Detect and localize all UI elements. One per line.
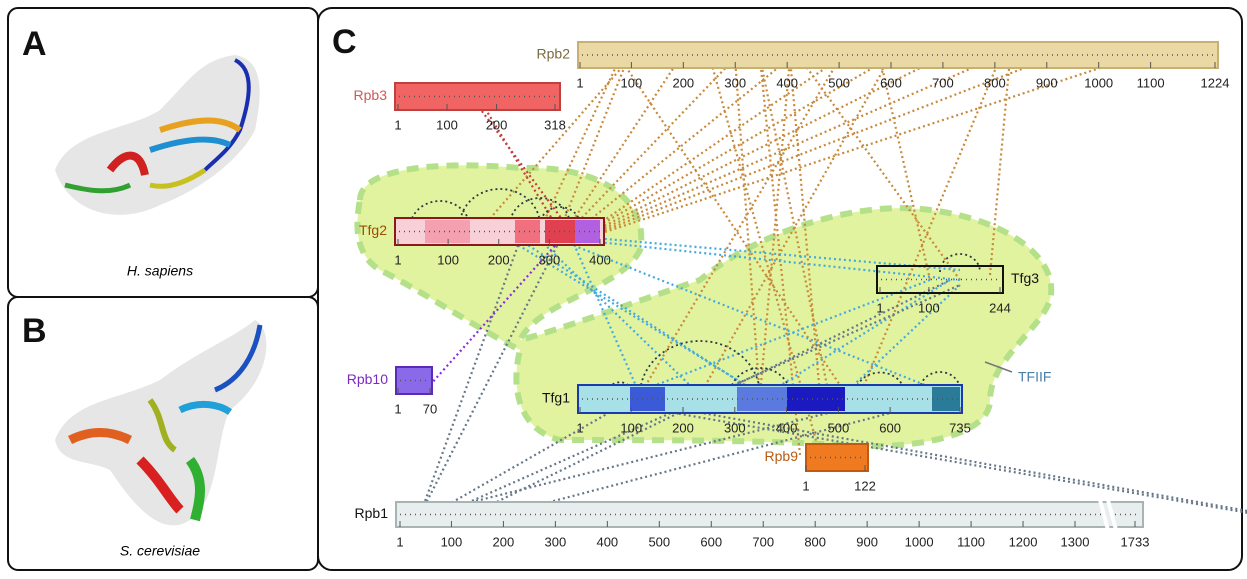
- tick-label: 300: [539, 252, 561, 267]
- tick-label: 200: [488, 252, 510, 267]
- tick-label: 300: [724, 420, 746, 435]
- tick-label: 200: [672, 75, 694, 90]
- tick-label: 1: [394, 252, 401, 267]
- tick-label: 400: [776, 420, 798, 435]
- protein-name: Rpb3: [354, 87, 388, 103]
- protein-bar: [396, 367, 432, 394]
- tick-label: 700: [752, 534, 774, 549]
- tick-label: 400: [776, 75, 798, 90]
- species-caption: H. sapiens: [127, 263, 193, 279]
- tick-label: 900: [1036, 75, 1058, 90]
- tick-label: 400: [596, 534, 618, 549]
- tick-label: 400: [589, 252, 611, 267]
- tick-label: 1: [576, 420, 583, 435]
- tick-label: 70: [423, 401, 437, 416]
- tick-label: 100: [441, 534, 463, 549]
- tick-label: 1000: [905, 534, 934, 549]
- tick-label: 244: [989, 300, 1011, 315]
- panel-label: B: [22, 312, 47, 350]
- tick-label: 200: [493, 534, 515, 549]
- domain: [425, 220, 470, 243]
- tick-label: 318: [544, 117, 566, 132]
- tick-label: 1: [576, 75, 583, 90]
- tick-label: 200: [672, 420, 694, 435]
- figure: A B C H. sapiens S. cerevisiae TFIIF Rpb…: [0, 0, 1247, 574]
- tick-label: 100: [918, 300, 940, 315]
- protein-name: Tfg2: [359, 222, 387, 238]
- tick-label: 600: [880, 75, 902, 90]
- tick-label: 800: [804, 534, 826, 549]
- tick-label: 500: [828, 75, 850, 90]
- tick-label: 300: [545, 534, 567, 549]
- panel-label: A: [22, 25, 47, 63]
- panel-label: C: [332, 23, 357, 61]
- tick-label: 1200: [1009, 534, 1038, 549]
- domain: [932, 387, 960, 411]
- tick-label: 1000: [1084, 75, 1113, 90]
- domain: [787, 387, 845, 411]
- domain: [575, 220, 600, 243]
- tick-label: 500: [827, 420, 849, 435]
- tick-label: 1: [802, 478, 809, 493]
- protein-name: Rpb10: [347, 371, 388, 387]
- tick-label: 735: [949, 420, 971, 435]
- tick-label: 900: [856, 534, 878, 549]
- tick-label: 100: [620, 420, 642, 435]
- annotation: TFIIF: [1018, 369, 1051, 385]
- species-caption: S. cerevisiae: [120, 543, 200, 559]
- tick-label: 1224: [1201, 75, 1230, 90]
- tick-label: 600: [879, 420, 901, 435]
- domain: [515, 220, 540, 243]
- tick-label: 800: [984, 75, 1006, 90]
- tick-label: 700: [932, 75, 954, 90]
- tick-label: 1300: [1061, 534, 1090, 549]
- protein-name: Rpb1: [355, 505, 389, 521]
- protein-name: Rpb9: [765, 448, 799, 464]
- tick-label: 1100: [1137, 75, 1165, 90]
- tick-label: 122: [854, 478, 876, 493]
- tick-label: 600: [700, 534, 722, 549]
- tick-label: 300: [724, 75, 746, 90]
- tick-label: 100: [621, 75, 643, 90]
- tick-label: 100: [436, 117, 458, 132]
- tick-label: 500: [648, 534, 670, 549]
- tick-label: 1733: [1121, 534, 1150, 549]
- protein-name: Tfg3: [1011, 270, 1039, 286]
- tick-label: 1: [876, 300, 883, 315]
- protein-name: Rpb2: [537, 46, 571, 62]
- tick-label: 1: [394, 401, 401, 416]
- tick-label: 1: [394, 117, 401, 132]
- tick-label: 1: [396, 534, 403, 549]
- tick-label: 100: [437, 252, 459, 267]
- protein-name: Tfg1: [542, 390, 570, 406]
- tick-label: 200: [486, 117, 508, 132]
- tick-label: 1100: [957, 534, 985, 549]
